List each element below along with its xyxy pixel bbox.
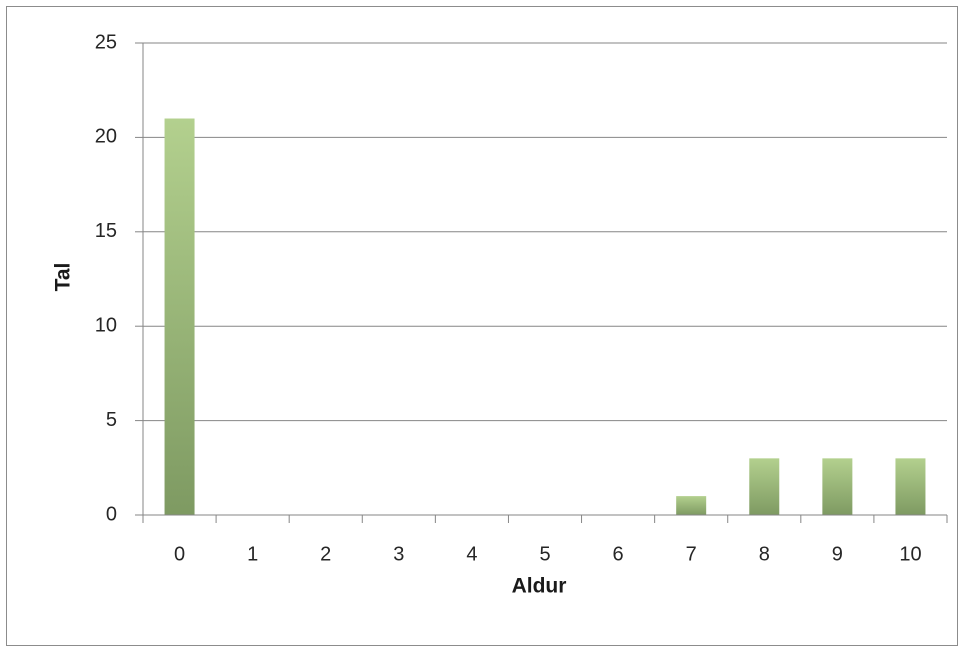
bar-chart: 0 5 10 15 20 25 0 1 2 3 4 5 6 7 8 9 10 Aldur Tal [52,31,948,598]
chart-frame: 0 5 10 15 20 25 0 1 2 3 4 5 6 7 8 9 10 Aldur Tal [6,6,958,646]
x-tick-label: 1 [247,543,258,565]
x-tick-label: 2 [320,543,331,565]
y-tick-label: 0 [106,503,117,525]
bar-10 [895,458,926,515]
bars [164,118,926,516]
axes [135,42,948,523]
x-tick-label: 3 [393,543,404,565]
y-tick-label: 5 [106,409,117,431]
x-tick-label: 10 [899,543,921,565]
y-tick-label: 10 [95,314,117,336]
gridlines [143,42,947,422]
x-tick-label: 4 [466,543,477,565]
x-tick-label: 0 [174,543,185,565]
bar-8 [749,458,780,515]
y-tick-label: 25 [95,31,117,53]
x-tick-label: 6 [613,543,624,565]
bar-9 [822,458,853,515]
x-tick-label: 7 [686,543,697,565]
y-tick-label: 20 [95,126,117,148]
x-tick-label: 9 [832,543,843,565]
y-axis-title: Tal [52,263,75,292]
x-tick-label: 5 [539,543,550,565]
tick-labels: 0 5 10 15 20 25 0 1 2 3 4 5 6 7 8 9 10 [95,31,922,565]
bar-7 [676,496,707,515]
bar-0 [164,118,195,516]
y-tick-label: 15 [95,220,117,242]
x-axis-title: Aldur [512,575,567,598]
x-tick-label: 8 [759,543,770,565]
